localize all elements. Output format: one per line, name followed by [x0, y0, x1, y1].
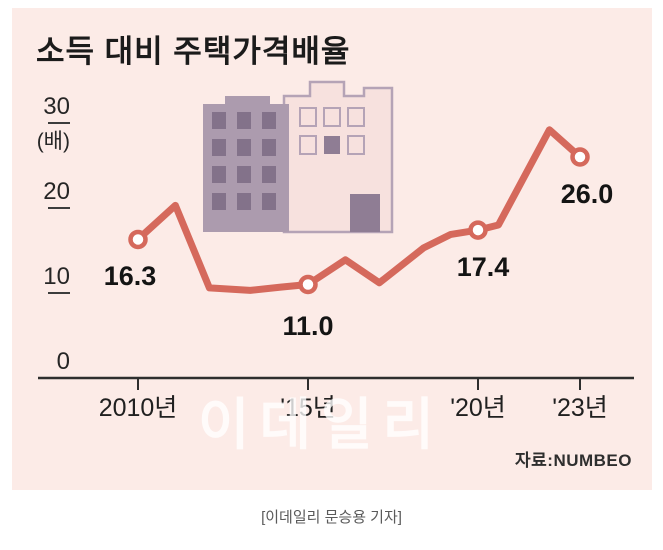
data-point-marker: [128, 229, 148, 250]
x-tick-label-2015: '15년: [280, 394, 336, 422]
x-tick-label-2010: 2010년: [98, 394, 178, 422]
data-point-marker: [298, 274, 318, 295]
point-label-2015: 11.0: [282, 310, 334, 341]
y-axis-unit-label: (배): [36, 130, 70, 153]
data-point-marker: [468, 220, 488, 240]
y-tick-label-0: 0: [56, 348, 70, 375]
building-back-window: [347, 135, 365, 155]
building-front-windows: [212, 112, 276, 210]
source-credit: 자료:NUMBEO: [515, 451, 632, 470]
y-axis-ticks: [48, 122, 70, 379]
y-tick-label-10: 10: [43, 263, 70, 290]
point-label-2010: 16.3: [103, 261, 157, 292]
x-tick-label-2020: '20년: [450, 394, 506, 422]
line-series: [134, 126, 584, 294]
building-back-window: [323, 107, 341, 127]
building-back-window-dark: [324, 136, 340, 154]
point-label-2020: 17.4: [456, 252, 510, 283]
building-back-door: [350, 194, 380, 232]
y-tick-label-30: 30: [43, 93, 70, 120]
x-tick-label-2023: '23년: [552, 394, 608, 422]
building-illustration: [203, 80, 394, 234]
data-point-marker: [570, 147, 590, 167]
x-axis-ticks: [137, 378, 581, 390]
building-back-window: [299, 107, 317, 127]
point-label-2023: 26.0: [560, 179, 614, 209]
chart-panel: 소득 대비 주택가격배율 30 20 10 0 (배) 2010년 '15년 '…: [12, 8, 652, 490]
chart-canvas: [38, 80, 634, 390]
byline-caption: [이데일리 문승용 기자]: [261, 509, 402, 526]
building-back-window: [347, 107, 365, 127]
building-back-window: [299, 135, 317, 155]
y-tick-label-20: 20: [43, 178, 70, 205]
chart-title: 소득 대비 주택가격배율: [36, 34, 351, 69]
point-markers: [128, 147, 590, 295]
